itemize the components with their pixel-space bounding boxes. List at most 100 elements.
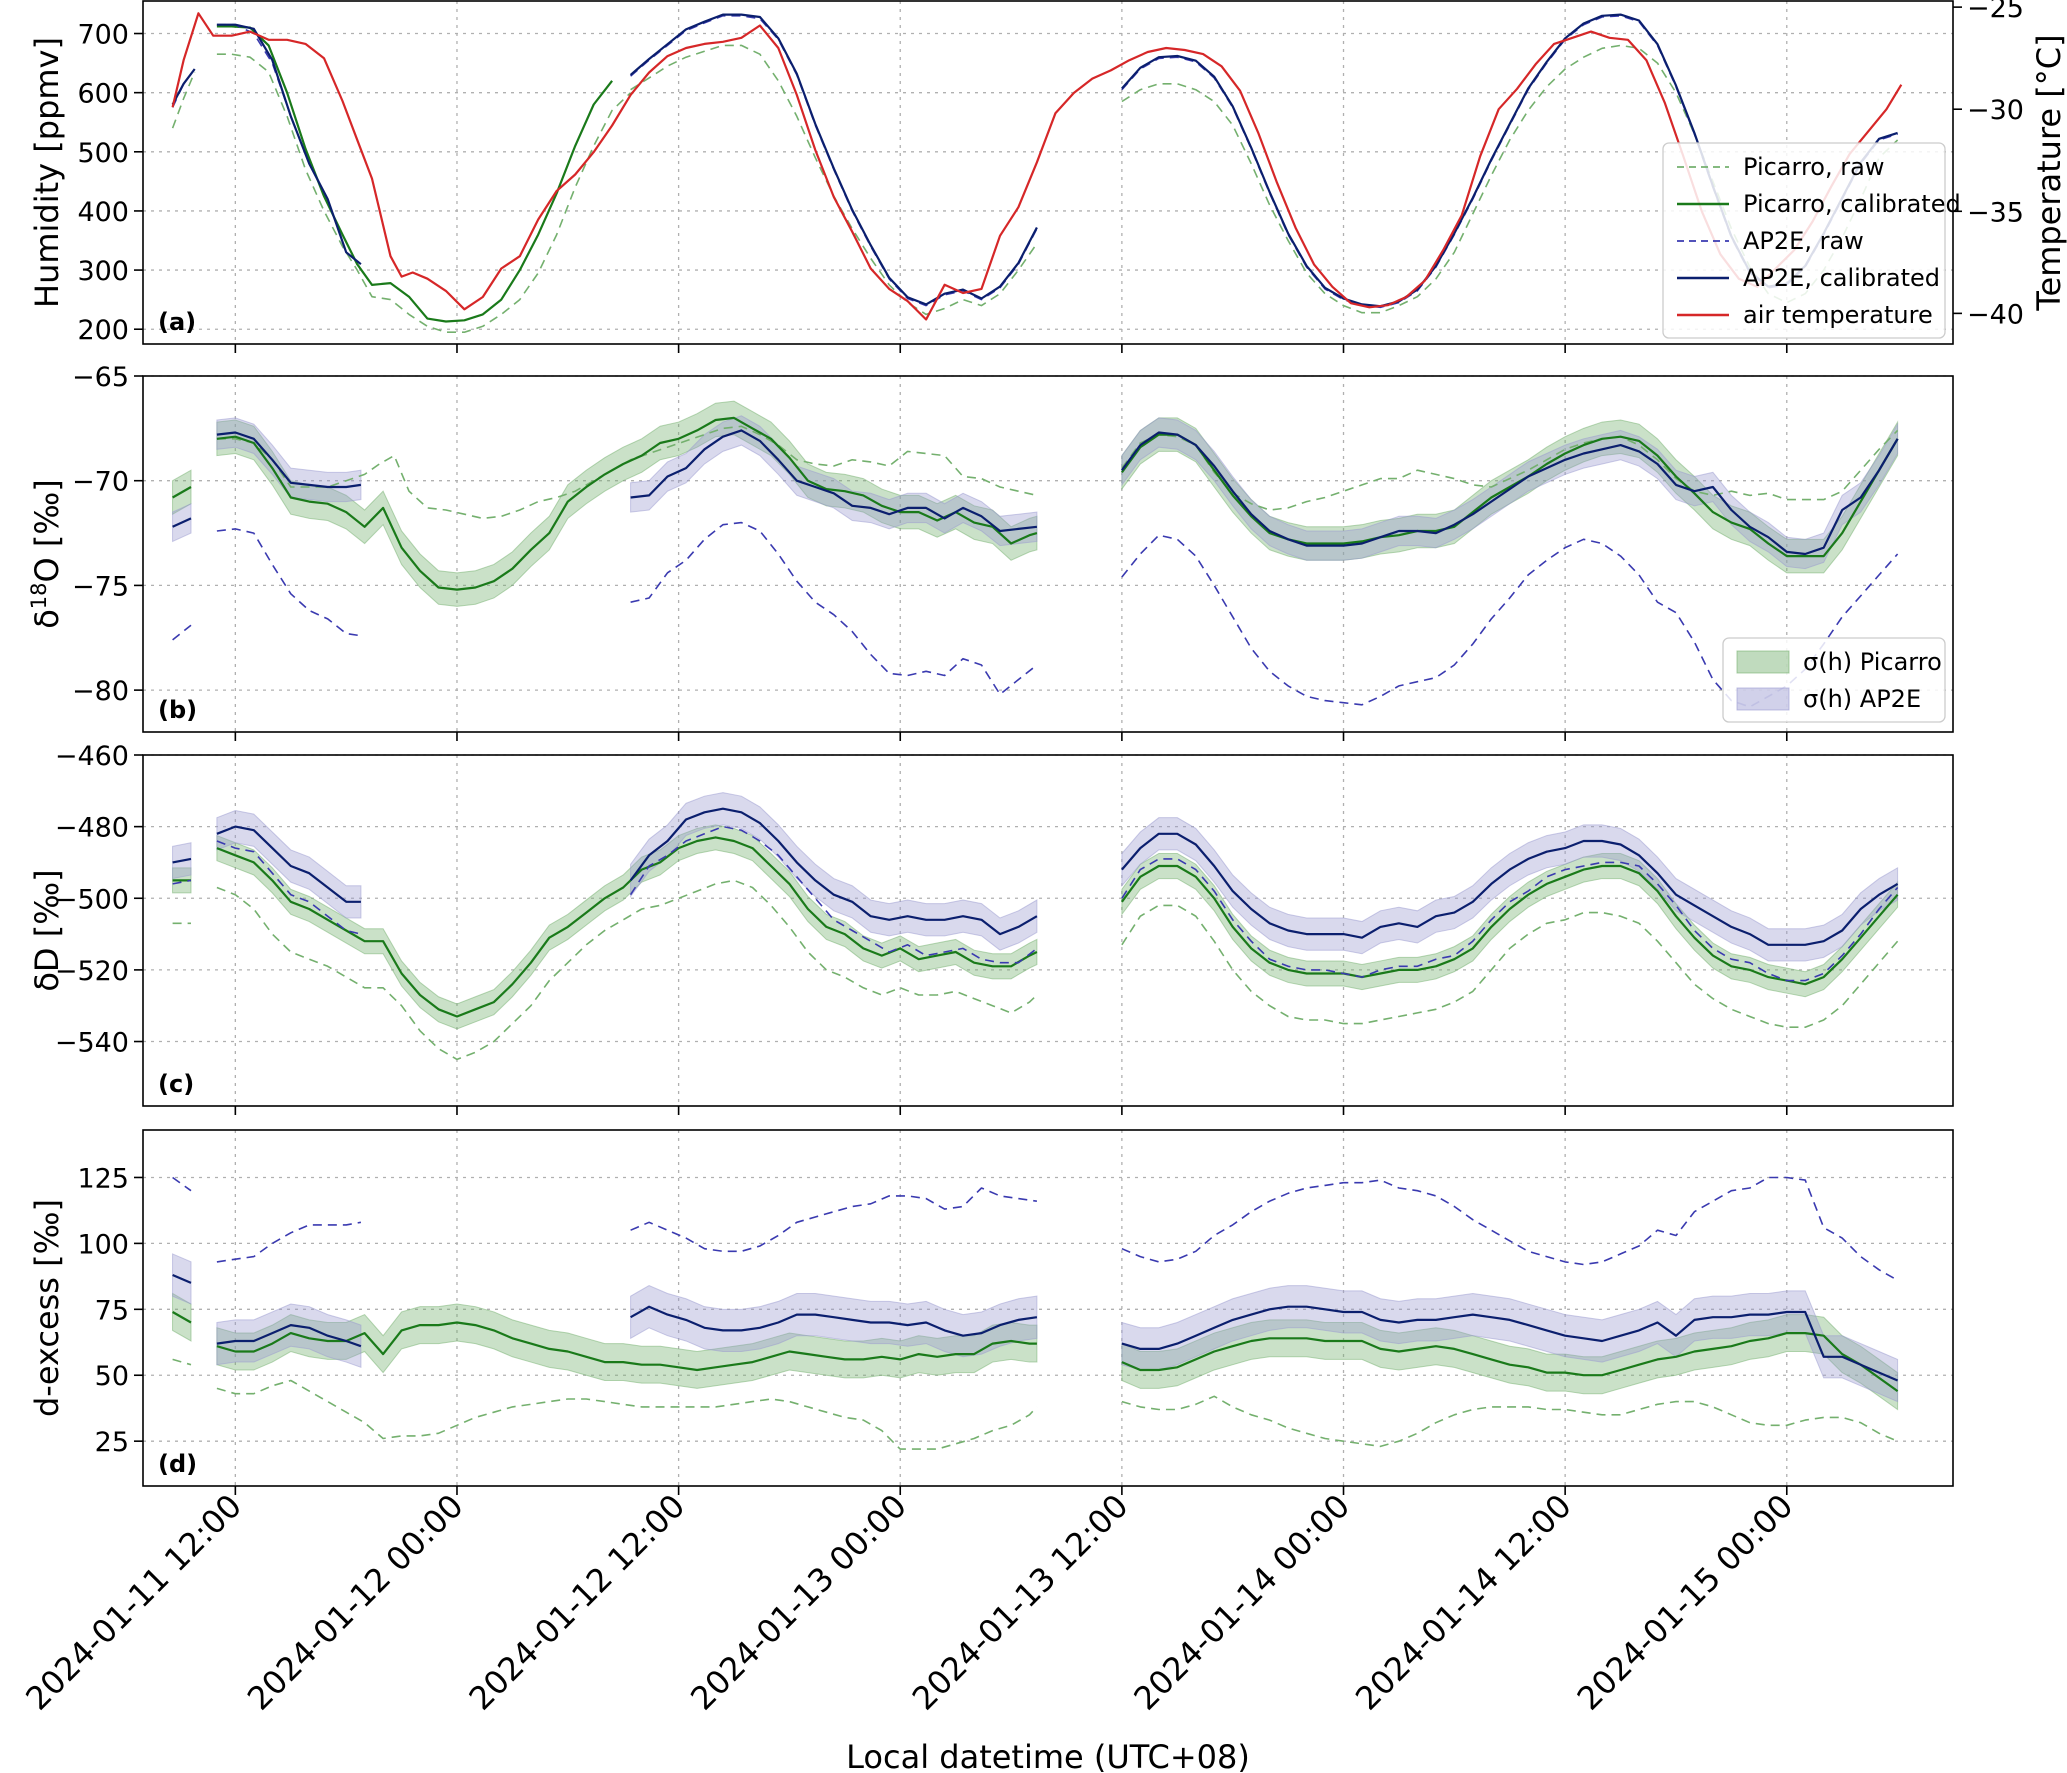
sigma-band-ap2e-calibrated bbox=[1121, 417, 1899, 570]
series-line-air-temperature bbox=[171, 12, 1903, 321]
y-tick-label: −500 bbox=[55, 884, 129, 915]
legend-label: σ(h) Picarro bbox=[1803, 648, 1942, 676]
series-line-ap2e-calibrated bbox=[216, 431, 362, 489]
series-line-ap2e-raw bbox=[172, 879, 192, 885]
series-line-ap2e-calibrated bbox=[172, 1273, 192, 1284]
series-line-picarro-raw bbox=[216, 879, 1038, 1061]
y-tick-label: 25 bbox=[95, 1427, 129, 1458]
legend-label: Picarro, raw bbox=[1743, 153, 1884, 181]
series-line-picarro-raw bbox=[1121, 904, 1899, 1028]
y-tick-label: −540 bbox=[55, 1028, 129, 1059]
series-line-ap2e-raw bbox=[630, 1187, 1038, 1253]
panel-d: 25 50 75 100 125 d-excess [‰] (d) bbox=[28, 1129, 1954, 1495]
series-line-picarro-raw bbox=[172, 1358, 192, 1366]
sigma-band-ap2e-calibrated bbox=[1121, 817, 1899, 962]
sigma-band-picarro-calibrated bbox=[1121, 417, 1899, 574]
y-tick-label: 500 bbox=[77, 138, 129, 169]
legend-label: Picarro, calibrated bbox=[1743, 190, 1961, 218]
legend: σ(h) Picarro σ(h) AP2E bbox=[1722, 637, 1946, 723]
y-tick-label: 125 bbox=[77, 1163, 129, 1194]
legend-swatch bbox=[1736, 650, 1790, 674]
x-axis-label: Local datetime (UTC+08) bbox=[846, 1738, 1250, 1773]
series-line-ap2e-calibrated bbox=[630, 1305, 1038, 1337]
series-line-ap2e-raw bbox=[216, 1221, 362, 1263]
legend-label: air temperature bbox=[1743, 301, 1933, 329]
series-line-ap2e-raw bbox=[216, 528, 362, 637]
sigma-band-ap2e-calibrated bbox=[630, 1285, 1038, 1358]
series-line-ap2e-raw bbox=[629, 825, 1038, 964]
y-tick-label: 50 bbox=[95, 1361, 129, 1392]
y-tick-label: −520 bbox=[55, 956, 129, 987]
sigma-band-picarro-calibrated bbox=[216, 824, 1038, 1030]
y-tick-label: 300 bbox=[77, 256, 129, 287]
sigma-band-ap2e-calibrated bbox=[1121, 1285, 1899, 1403]
series-line-picarro-raw bbox=[171, 71, 196, 129]
y-axis-label-right: Temperature [°C] bbox=[2030, 34, 2067, 311]
y-tick-label: 100 bbox=[77, 1229, 129, 1260]
legend-label: σ(h) AP2E bbox=[1803, 685, 1921, 713]
axes-frame bbox=[142, 754, 1954, 1107]
panel-label: (d) bbox=[158, 1450, 197, 1478]
y-tick-label: 75 bbox=[95, 1295, 129, 1326]
legend-box bbox=[1722, 637, 1946, 723]
y-axis-label: Humidity [ppmv] bbox=[28, 37, 66, 308]
series-line-ap2e-calibrated bbox=[1121, 832, 1899, 946]
series-line-picarro-calibrated bbox=[172, 486, 192, 499]
series-line-picarro-calibrated bbox=[1121, 1331, 1899, 1392]
panel-label: (a) bbox=[158, 308, 196, 336]
panel-c: −540 −520 −500 −480 −460 δD [‰] (c) bbox=[28, 741, 1954, 1115]
series-line-ap2e-raw bbox=[172, 624, 192, 641]
series-line-ap2e-raw bbox=[1121, 1176, 1898, 1281]
sigma-band-picarro-calibrated bbox=[216, 400, 1038, 607]
series-line-ap2e-calibrated bbox=[630, 429, 1038, 533]
legend-box bbox=[1662, 142, 1946, 339]
plot-area bbox=[172, 400, 1899, 708]
y-tick-label: −75 bbox=[72, 571, 129, 602]
panel-a: 200 300 400 500 600 700 −40 −35 −30 −25Temperatur… bbox=[28, 0, 2067, 353]
series-line-picarro-calibrated bbox=[1121, 864, 1899, 986]
series-line-ap2e-calibrated bbox=[1121, 431, 1899, 556]
y-right-tick-label: −40 bbox=[1967, 299, 2024, 330]
series-line-ap2e-raw bbox=[172, 1176, 192, 1192]
legend-label: AP2E, raw bbox=[1743, 227, 1864, 255]
sigma-band-picarro-calibrated bbox=[1121, 852, 1899, 998]
plot-area bbox=[172, 1176, 1899, 1450]
y-tick-label: −80 bbox=[72, 676, 129, 707]
sigma-band-ap2e-calibrated bbox=[630, 792, 1038, 951]
series-line-picarro-raw bbox=[1121, 429, 1899, 511]
plot-area bbox=[172, 792, 1899, 1061]
axes-frame bbox=[142, 375, 1954, 733]
sigma-band-picarro-calibrated bbox=[1121, 1314, 1899, 1411]
series-line-ap2e-calibrated bbox=[172, 517, 192, 528]
series-line-picarro-raw bbox=[216, 1379, 1038, 1450]
series-line-picarro-calibrated bbox=[216, 1321, 1037, 1372]
series-line-ap2e-calibrated bbox=[216, 23, 362, 266]
panel-label: (b) bbox=[158, 696, 197, 724]
series-line-ap2e-calibrated bbox=[1121, 1305, 1899, 1382]
panel-label: (c) bbox=[158, 1070, 194, 1098]
y-tick-label: 700 bbox=[77, 20, 129, 51]
y-right-tick-label: −25 bbox=[1967, 0, 2024, 24]
series-line-ap2e-raw bbox=[630, 521, 1038, 696]
y-tick-label: 400 bbox=[77, 197, 129, 228]
y-tick-label: −70 bbox=[72, 467, 129, 498]
y-tick-label: 600 bbox=[77, 79, 129, 110]
y-right-tick-label: −30 bbox=[1967, 95, 2024, 126]
legend-label: AP2E, calibrated bbox=[1743, 264, 1940, 292]
y-axis-label: δ18O [‰] bbox=[27, 479, 66, 629]
y-tick-label: 200 bbox=[77, 315, 129, 346]
series-line-picarro-calibrated bbox=[216, 416, 1038, 591]
y-tick-label: −65 bbox=[72, 362, 129, 393]
axes-frame bbox=[142, 0, 1954, 345]
legend: Picarro, raw Picarro, calibrated AP2E, raw… bbox=[1662, 142, 1961, 339]
series-line-ap2e-calibrated bbox=[216, 1323, 362, 1348]
series-line-picarro-calibrated bbox=[1121, 433, 1899, 558]
series-line-ap2e-raw bbox=[216, 840, 362, 935]
axes-frame bbox=[142, 1129, 1954, 1487]
series-line-picarro-calibrated bbox=[216, 25, 613, 323]
y-tick-label: −460 bbox=[55, 741, 129, 772]
series-line-ap2e-calibrated bbox=[171, 68, 196, 106]
y-tick-label: −480 bbox=[55, 813, 129, 844]
